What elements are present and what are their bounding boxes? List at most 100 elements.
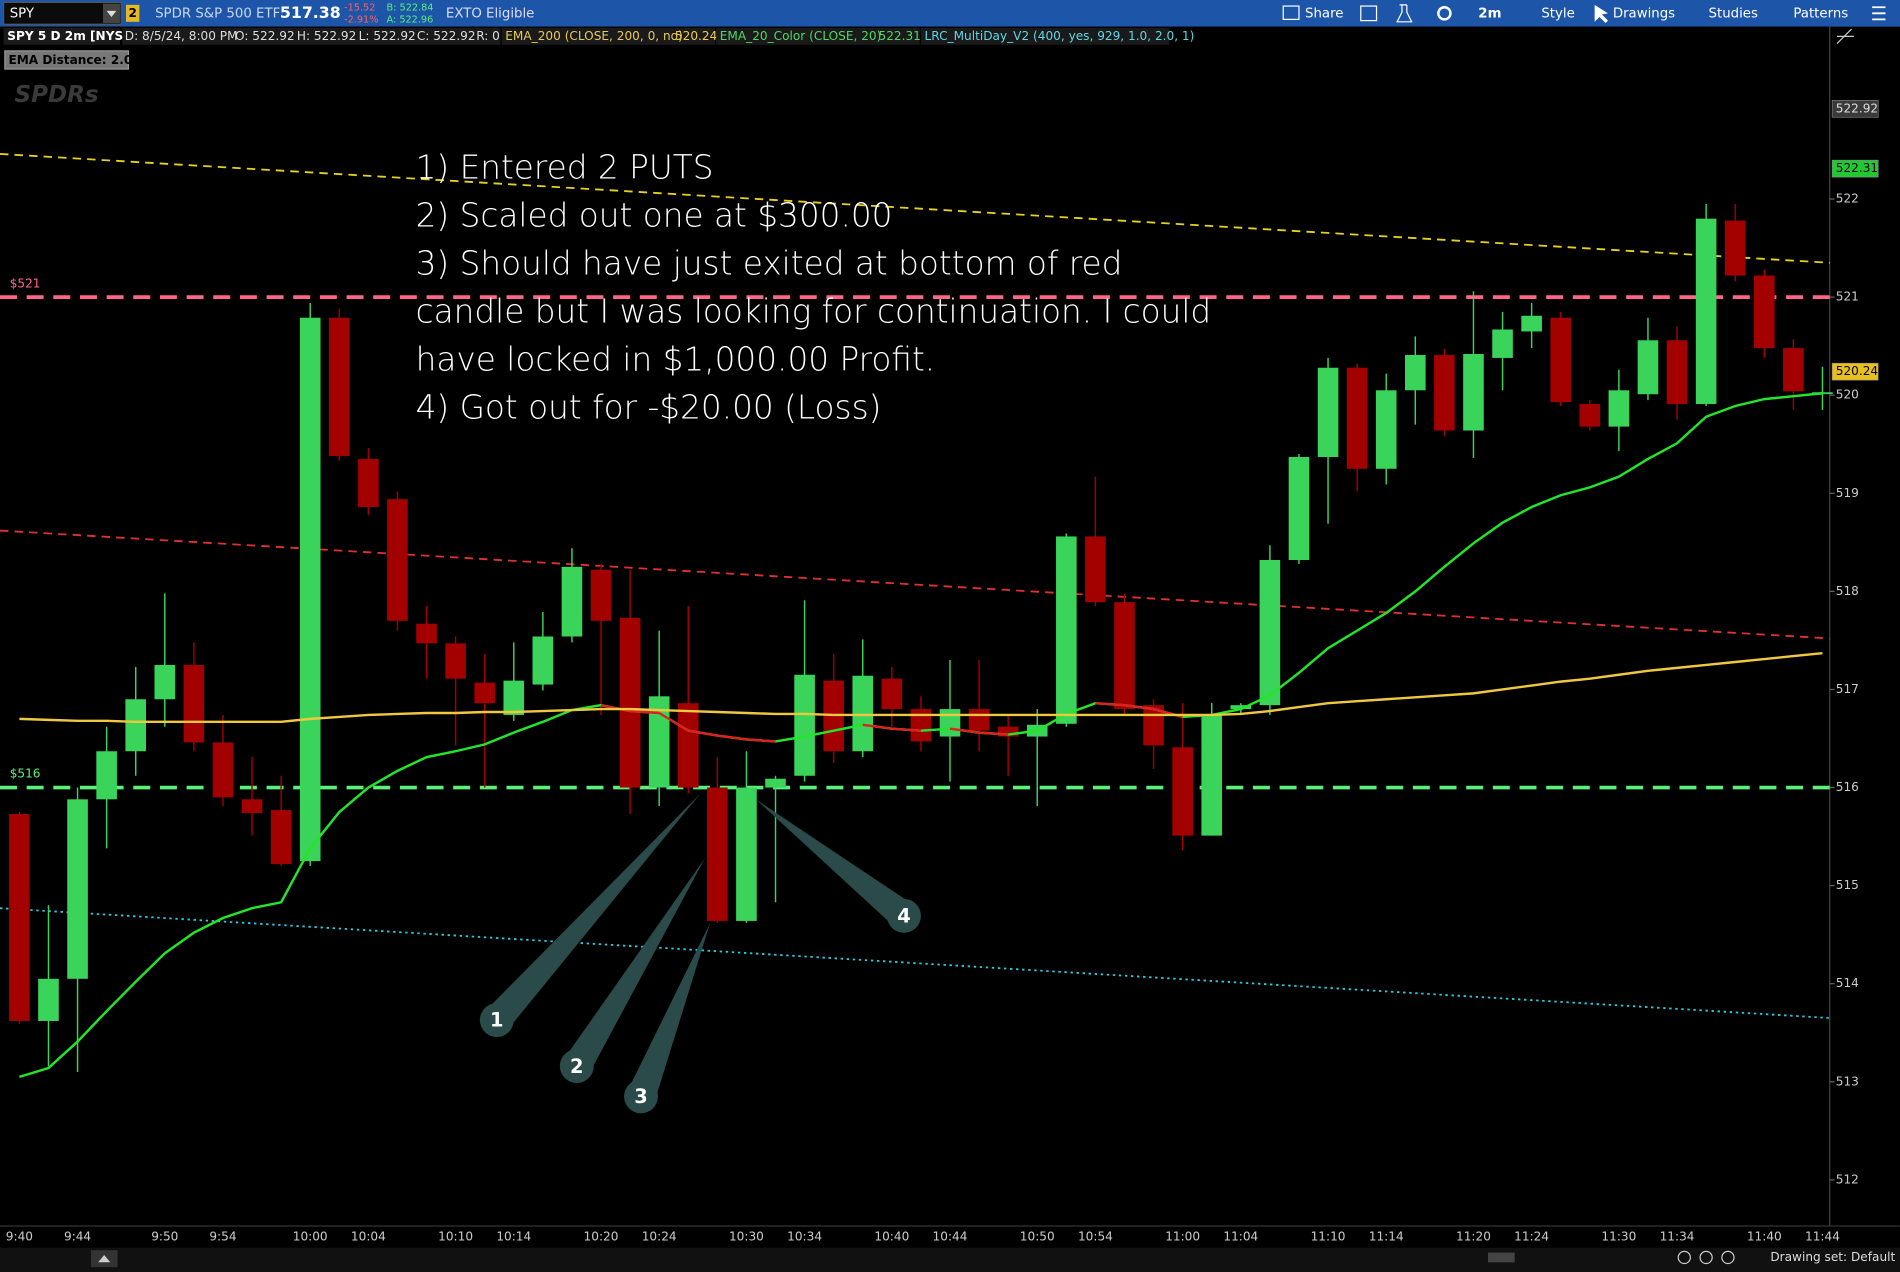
callout-pointer [627, 923, 711, 1102]
candle-body [1259, 559, 1281, 706]
candle-body [1085, 536, 1106, 603]
indicator-down-segment [979, 731, 1009, 736]
candle-body [38, 978, 59, 1021]
status-symbol: SPY 5 D 2m [NYSE] [7, 29, 137, 43]
indicator-down-segment [949, 727, 980, 734]
plot-area: 512 513 514 515 516 517 518 519 520 521 522 9:40 9:4… [0, 100, 1879, 1243]
price-tag [1831, 159, 1879, 178]
callout-badge [624, 1079, 658, 1114]
bid: B: 522.84 [387, 2, 434, 13]
symbol-box[interactable] [3, 1, 122, 25]
x-tick-label: 10:24 [642, 1229, 677, 1243]
studies[interactable]: Studies [1709, 6, 1758, 21]
status-box [3, 27, 120, 45]
candle-body [1550, 317, 1572, 403]
trend-line [0, 153, 1830, 264]
y-tick-label: 519 [1836, 486, 1859, 500]
x-tick-label: 11:00 [1165, 1229, 1200, 1243]
axis-icon[interactable] [1836, 28, 1854, 45]
candle-body [299, 317, 321, 862]
callout-label: 3 [634, 1085, 647, 1108]
candle-body [1434, 354, 1455, 431]
indicator-down-segment [717, 734, 747, 741]
indicator-down-segment [891, 727, 921, 732]
zoom-out-icon[interactable] [1721, 1250, 1735, 1265]
candle-body [416, 623, 437, 644]
y-tick-label: 516 [1836, 780, 1859, 794]
candle-body [532, 636, 554, 685]
candle-body [619, 617, 641, 788]
candle-body [445, 643, 466, 679]
candle-body [270, 810, 292, 865]
x-tick-label: 11:20 [1456, 1229, 1491, 1243]
callout-pointer [564, 857, 706, 1074]
x-tick-label: 11:30 [1601, 1229, 1636, 1243]
flask-icon[interactable] [1396, 4, 1413, 23]
scroll-thumb[interactable] [1488, 1252, 1515, 1263]
candle-body [677, 703, 699, 788]
callout-pointer [756, 799, 913, 928]
candle-body [997, 726, 1019, 737]
indicator-down-segment [862, 723, 892, 730]
candle-body [183, 664, 205, 743]
candle-body [881, 678, 903, 710]
y-tick-label: 514 [1836, 976, 1859, 990]
drawing-set[interactable]: Drawing set: Default [1770, 1250, 1895, 1264]
menu-icon[interactable] [1872, 6, 1886, 21]
note-line: 3) Should have just exited at bottom of … [416, 245, 1123, 283]
share-icon[interactable] [1282, 5, 1300, 20]
x-tick-label: 10:44 [933, 1229, 968, 1243]
candle-body [96, 751, 117, 800]
y-tick-label: 518 [1836, 584, 1859, 598]
trend-line [0, 907, 1830, 1019]
candle-body [1753, 275, 1775, 349]
candle-body [1346, 367, 1368, 469]
y-tick-label: 512 [1836, 1172, 1859, 1186]
candle-body [328, 317, 350, 457]
exto: EXTO Eligible [446, 6, 534, 21]
style[interactable]: Style [1541, 6, 1574, 21]
patterns[interactable]: Patterns [1793, 6, 1848, 21]
badge[interactable] [126, 4, 140, 22]
candle-body [9, 814, 30, 1021]
badge-text: 2 [128, 6, 136, 20]
x-tick-label: 10:00 [293, 1229, 328, 1243]
candle-body [503, 680, 525, 715]
price-tag [1831, 362, 1879, 381]
candle-body [1405, 354, 1426, 391]
candle-body [1521, 315, 1542, 332]
drawings[interactable]: Drawings [1613, 6, 1675, 21]
candle-body [590, 569, 612, 621]
scroll-arrow [98, 1255, 111, 1263]
symbol[interactable]: SPY [10, 6, 35, 21]
candle-body [1812, 392, 1833, 395]
candle-body [1317, 367, 1339, 457]
ema20-value: 522.31 [879, 29, 921, 43]
candle-body [154, 664, 176, 700]
zoom-in-icon[interactable] [1699, 1250, 1713, 1265]
candle-body [736, 787, 757, 921]
candle-body [387, 499, 408, 621]
change-pct: -2.91% [344, 14, 378, 25]
status-date: D: 8/5/24, 8:00 PM [125, 29, 238, 43]
candle-body [939, 709, 961, 737]
candle-body [1695, 218, 1717, 405]
x-tick-label: 9:54 [209, 1229, 236, 1243]
candle-body [1114, 602, 1135, 710]
candle-body [1201, 714, 1223, 836]
note-line: candle but I was looking for continuatio… [416, 293, 1212, 331]
lrc-box [920, 27, 1170, 45]
status-range: R: 0 [476, 29, 500, 43]
candle-body [474, 682, 495, 704]
layout-icon[interactable] [1360, 5, 1378, 22]
ema20-box [716, 27, 920, 45]
crosshair-icon[interactable] [1677, 1250, 1691, 1265]
timeframe[interactable]: 2m [1478, 6, 1501, 21]
settings-icon[interactable] [1437, 6, 1452, 21]
share[interactable]: Share [1305, 6, 1343, 21]
x-tick-label: 11:40 [1747, 1229, 1782, 1243]
indicator-down-segment [658, 711, 689, 732]
x-tick-label: 10:40 [874, 1229, 909, 1243]
drawings-icon[interactable] [1594, 4, 1608, 24]
